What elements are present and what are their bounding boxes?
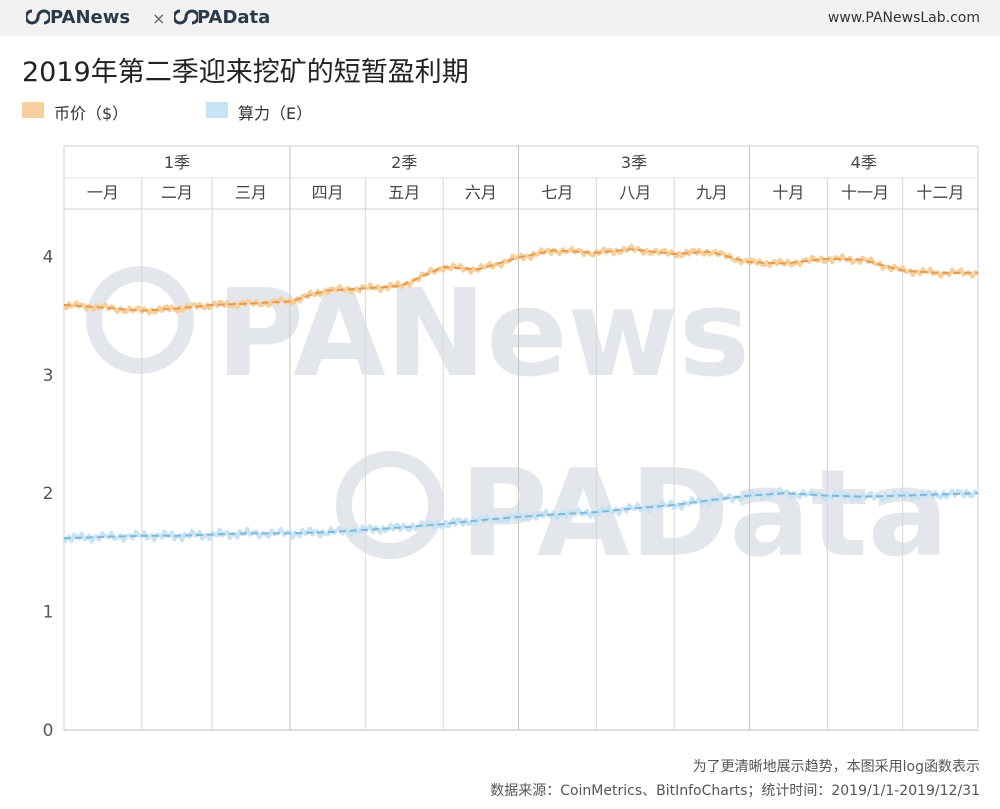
chart-frame bbox=[63, 145, 979, 731]
brand-panews: PANews bbox=[50, 7, 131, 28]
legend-swatch-price bbox=[22, 102, 44, 118]
legend-swatch-hashrate bbox=[206, 102, 228, 118]
padata-logo-icon bbox=[174, 9, 198, 25]
y-axis: 0 1 2 3 4 bbox=[43, 247, 54, 741]
y-tick-label: 2 bbox=[43, 484, 54, 504]
hashrate-series-line bbox=[62, 487, 980, 544]
quarter-label: 1季 bbox=[164, 153, 190, 172]
brand-padata: PAData bbox=[197, 7, 271, 28]
site-url: www.PANewsLab.com bbox=[827, 10, 980, 26]
legend-label-price: 币价（$） bbox=[54, 104, 129, 123]
month-label: 八月 bbox=[619, 183, 651, 202]
watermark-logo-icon bbox=[86, 266, 194, 374]
month-label: 一月 bbox=[87, 183, 119, 202]
month-label: 六月 bbox=[465, 183, 497, 202]
brand-separator: × bbox=[152, 9, 166, 28]
y-tick-label: 4 bbox=[43, 247, 54, 267]
y-tick-label: 0 bbox=[43, 721, 54, 741]
month-label: 二月 bbox=[161, 183, 193, 202]
chart-title: 2019年第二季迎来挖矿的短暂盈利期 bbox=[22, 57, 469, 88]
footnote-source: 数据来源：CoinMetrics、BitInfoCharts；统计时间：2019… bbox=[490, 783, 980, 799]
month-label: 五月 bbox=[388, 183, 420, 202]
chart-series bbox=[62, 244, 980, 544]
month-label: 九月 bbox=[696, 183, 728, 202]
month-label: 十一月 bbox=[841, 183, 889, 202]
month-label: 四月 bbox=[312, 183, 344, 202]
month-label: 三月 bbox=[235, 183, 267, 202]
quarter-label: 4季 bbox=[851, 153, 877, 172]
watermark-text: PANews bbox=[216, 265, 750, 404]
quarter-label: 2季 bbox=[391, 153, 417, 172]
month-label: 十二月 bbox=[916, 183, 964, 202]
month-label: 十月 bbox=[772, 183, 804, 202]
footnote-scale-note: 为了更清晰地展示趋势，本图采用log函数表示 bbox=[692, 759, 980, 775]
legend-label-hashrate: 算力（E） bbox=[238, 104, 313, 123]
month-label: 七月 bbox=[541, 183, 573, 202]
top-bar: PANews × PAData www.PANewsLab.com bbox=[0, 0, 1000, 36]
y-tick-label: 1 bbox=[43, 603, 54, 623]
month-header: 一月 二月 三月 四月 五月 六月 七月 八月 九月 十月 十一月 十二月 1季 2季 3季 4季 bbox=[87, 153, 964, 202]
watermark-logo-icon bbox=[336, 451, 444, 559]
panews-logo-icon bbox=[26, 9, 50, 25]
quarter-label: 3季 bbox=[621, 153, 647, 172]
y-tick-label: 3 bbox=[43, 366, 54, 386]
